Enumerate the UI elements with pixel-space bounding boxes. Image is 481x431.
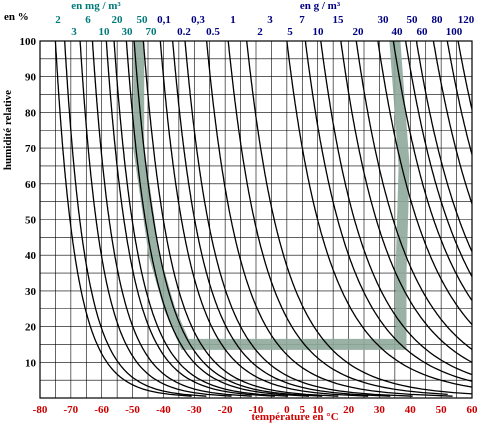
curve-label: 6 bbox=[85, 14, 91, 26]
curve-label: 20 bbox=[353, 26, 365, 38]
x-tick-label: -20 bbox=[218, 404, 233, 416]
x-tick-label: -60 bbox=[94, 404, 109, 416]
y-tick-label: 60 bbox=[25, 179, 37, 191]
y-tick-label: 100 bbox=[20, 36, 37, 48]
y-tick-label: 50 bbox=[25, 215, 37, 227]
curve-label: 0,3 bbox=[191, 14, 205, 26]
y-tick-label: 80 bbox=[25, 107, 37, 119]
curve-label: 50 bbox=[137, 14, 149, 26]
curve-label: 0,1 bbox=[157, 14, 171, 26]
series-line bbox=[341, 41, 481, 369]
curve-label: 70 bbox=[146, 26, 158, 38]
x-tick-label: 20 bbox=[343, 404, 355, 416]
top-axis-label-mg: en mg / m³ bbox=[71, 0, 121, 12]
curve-label: 30 bbox=[378, 14, 390, 26]
top-axis-label-g: en g / m³ bbox=[300, 0, 341, 12]
y-tick-label: 30 bbox=[25, 286, 37, 298]
x-tick-label: 40 bbox=[405, 404, 417, 416]
x-axis-label: température en °C bbox=[251, 411, 338, 423]
curve-label: 3 bbox=[71, 26, 77, 38]
series-line bbox=[356, 41, 481, 359]
x-tick-label: -30 bbox=[187, 404, 202, 416]
curve-label: 30 bbox=[122, 26, 134, 38]
curve-label: 10 bbox=[313, 26, 325, 38]
curve-label: 15 bbox=[333, 14, 345, 26]
series-line bbox=[458, 41, 481, 168]
x-tick-label: 30 bbox=[374, 404, 386, 416]
curve-label: 0.5 bbox=[206, 26, 220, 38]
y-axis-label: humidité relative bbox=[2, 90, 14, 170]
x-tick-label: -40 bbox=[156, 404, 171, 416]
y-tick-label: 40 bbox=[25, 250, 37, 262]
y-tick-label: 90 bbox=[25, 72, 37, 84]
series-line bbox=[287, 41, 481, 389]
curve-label: 0.2 bbox=[177, 26, 191, 38]
curve-label: 2 bbox=[257, 26, 263, 38]
curve-label: 7 bbox=[299, 14, 305, 26]
curve-label: 50 bbox=[407, 14, 419, 26]
curve-label: 10 bbox=[99, 26, 111, 38]
curve-label: 5 bbox=[287, 26, 293, 38]
curve-label: 2 bbox=[55, 14, 61, 26]
curve-label: 1 bbox=[230, 14, 236, 26]
curve-label: 40 bbox=[392, 26, 404, 38]
curve-label: 120 bbox=[458, 14, 475, 26]
y-tick-label: 70 bbox=[25, 143, 37, 155]
y-tick-label: 10 bbox=[25, 357, 37, 369]
curve-label: 80 bbox=[432, 14, 444, 26]
x-tick-label: -50 bbox=[125, 404, 140, 416]
x-tick-label: -80 bbox=[33, 404, 48, 416]
x-tick-label: 50 bbox=[436, 404, 448, 416]
curve-label: 20 bbox=[112, 14, 124, 26]
curve-label: 100 bbox=[446, 26, 463, 38]
y-tick-label: 20 bbox=[25, 322, 37, 334]
x-tick-label: -70 bbox=[64, 404, 79, 416]
curve-label: 60 bbox=[417, 26, 429, 38]
x-tick-label: 60 bbox=[467, 404, 479, 416]
y-axis-unit: en % bbox=[4, 11, 29, 23]
curve-label: 3 bbox=[267, 14, 273, 26]
